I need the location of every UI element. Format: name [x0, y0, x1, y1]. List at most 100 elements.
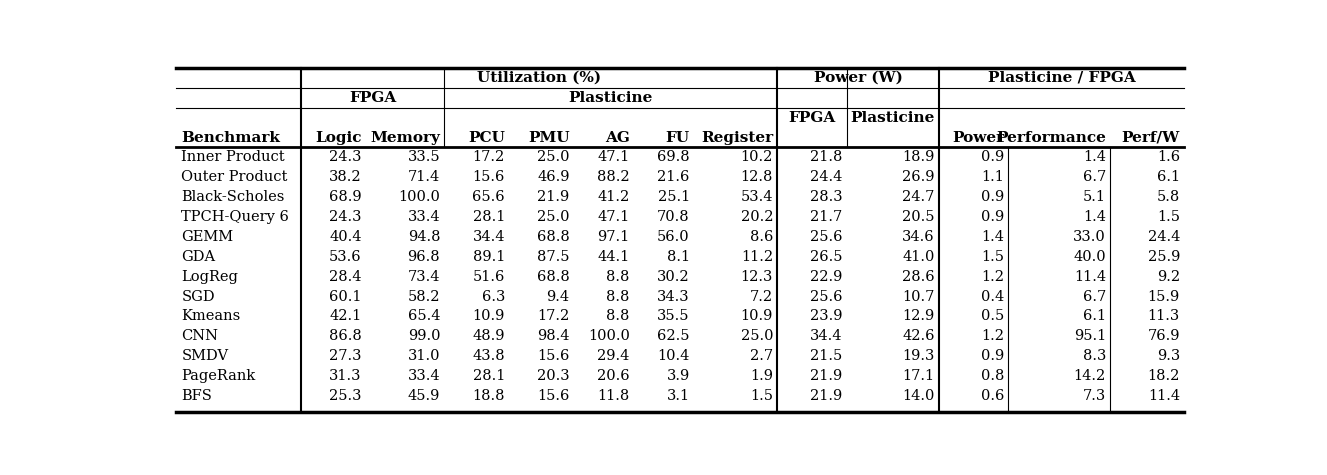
- Text: AG: AG: [605, 131, 630, 144]
- Text: 27.3: 27.3: [329, 349, 361, 363]
- Text: 6.7: 6.7: [1083, 290, 1105, 304]
- Text: 7.3: 7.3: [1083, 389, 1105, 403]
- Text: 0.9: 0.9: [981, 190, 1005, 204]
- Text: FPGA: FPGA: [349, 91, 397, 105]
- Text: 17.2: 17.2: [537, 309, 569, 323]
- Text: 28.1: 28.1: [472, 369, 504, 383]
- Text: 28.6: 28.6: [902, 270, 936, 284]
- Text: 22.9: 22.9: [809, 270, 843, 284]
- Text: 42.1: 42.1: [329, 309, 361, 323]
- Text: 23.9: 23.9: [809, 309, 843, 323]
- Text: FPGA: FPGA: [788, 111, 836, 124]
- Text: 3.9: 3.9: [666, 369, 690, 383]
- Text: 8.8: 8.8: [606, 270, 630, 284]
- Text: 42.6: 42.6: [902, 329, 936, 343]
- Text: Black-Scholes: Black-Scholes: [182, 190, 285, 204]
- Text: 10.9: 10.9: [472, 309, 504, 323]
- Text: 24.3: 24.3: [329, 210, 361, 224]
- Text: 68.8: 68.8: [537, 230, 569, 244]
- Text: 8.8: 8.8: [606, 309, 630, 323]
- Text: TPCH-Query 6: TPCH-Query 6: [182, 210, 289, 224]
- Text: 6.1: 6.1: [1157, 170, 1180, 184]
- Text: 11.4: 11.4: [1074, 270, 1105, 284]
- Text: 65.4: 65.4: [407, 309, 441, 323]
- Text: 68.9: 68.9: [329, 190, 361, 204]
- Text: 21.9: 21.9: [811, 369, 843, 383]
- Text: 25.0: 25.0: [537, 210, 569, 224]
- Text: 28.3: 28.3: [809, 190, 843, 204]
- Text: 10.2: 10.2: [740, 151, 774, 164]
- Text: 21.7: 21.7: [811, 210, 843, 224]
- Text: SMDV: SMDV: [182, 349, 228, 363]
- Text: 18.8: 18.8: [472, 389, 504, 403]
- Text: 33.0: 33.0: [1074, 230, 1105, 244]
- Text: 20.3: 20.3: [537, 369, 569, 383]
- Text: 100.0: 100.0: [398, 190, 441, 204]
- Text: 12.8: 12.8: [740, 170, 774, 184]
- Text: 0.4: 0.4: [981, 290, 1005, 304]
- Text: 1.9: 1.9: [750, 369, 774, 383]
- Text: Utilization (%): Utilization (%): [476, 71, 601, 85]
- Text: 47.1: 47.1: [597, 210, 630, 224]
- Text: 31.0: 31.0: [407, 349, 441, 363]
- Text: 15.6: 15.6: [537, 349, 569, 363]
- Text: 60.1: 60.1: [329, 290, 361, 304]
- Text: 34.6: 34.6: [902, 230, 936, 244]
- Text: 9.4: 9.4: [547, 290, 569, 304]
- Text: CNN: CNN: [182, 329, 219, 343]
- Text: 25.9: 25.9: [1148, 250, 1180, 264]
- Text: 10.4: 10.4: [657, 349, 690, 363]
- Text: 99.0: 99.0: [407, 329, 441, 343]
- Text: 9.3: 9.3: [1157, 349, 1180, 363]
- Text: 89.1: 89.1: [472, 250, 504, 264]
- Text: 18.2: 18.2: [1148, 369, 1180, 383]
- Text: 24.4: 24.4: [1148, 230, 1180, 244]
- Text: 96.8: 96.8: [407, 250, 441, 264]
- Text: 71.4: 71.4: [407, 170, 441, 184]
- Text: 1.5: 1.5: [750, 389, 774, 403]
- Text: 8.8: 8.8: [606, 290, 630, 304]
- Text: 56.0: 56.0: [657, 230, 690, 244]
- Text: 10.9: 10.9: [740, 309, 774, 323]
- Text: 1.4: 1.4: [981, 230, 1005, 244]
- Text: 0.9: 0.9: [981, 210, 1005, 224]
- Text: 30.2: 30.2: [657, 270, 690, 284]
- Text: 20.5: 20.5: [902, 210, 936, 224]
- Text: PCU: PCU: [468, 131, 504, 144]
- Text: Register: Register: [701, 131, 774, 144]
- Text: 48.9: 48.9: [472, 329, 504, 343]
- Text: Perf/W: Perf/W: [1121, 131, 1180, 144]
- Text: 70.8: 70.8: [657, 210, 690, 224]
- Text: 34.3: 34.3: [657, 290, 690, 304]
- Text: 25.0: 25.0: [537, 151, 569, 164]
- Text: Plasticine / FPGA: Plasticine / FPGA: [987, 71, 1136, 85]
- Text: 6.3: 6.3: [482, 290, 504, 304]
- Text: 11.4: 11.4: [1148, 389, 1180, 403]
- Text: 0.8: 0.8: [981, 369, 1005, 383]
- Text: Benchmark: Benchmark: [182, 131, 280, 144]
- Text: 15.9: 15.9: [1148, 290, 1180, 304]
- Text: 0.6: 0.6: [981, 389, 1005, 403]
- Text: 18.9: 18.9: [902, 151, 936, 164]
- Text: 15.6: 15.6: [537, 389, 569, 403]
- Text: 58.2: 58.2: [407, 290, 441, 304]
- Text: 0.5: 0.5: [981, 309, 1005, 323]
- Text: 1.2: 1.2: [981, 270, 1005, 284]
- Text: 40.0: 40.0: [1074, 250, 1105, 264]
- Text: 40.4: 40.4: [329, 230, 361, 244]
- Text: 21.6: 21.6: [657, 170, 690, 184]
- Text: 45.9: 45.9: [407, 389, 441, 403]
- Text: 24.4: 24.4: [809, 170, 843, 184]
- Text: 21.5: 21.5: [811, 349, 843, 363]
- Text: 44.1: 44.1: [597, 250, 630, 264]
- Text: 0.9: 0.9: [981, 349, 1005, 363]
- Text: 7.2: 7.2: [750, 290, 774, 304]
- Text: 38.2: 38.2: [329, 170, 361, 184]
- Text: 53.4: 53.4: [740, 190, 774, 204]
- Text: 95.1: 95.1: [1074, 329, 1105, 343]
- Text: 47.1: 47.1: [597, 151, 630, 164]
- Text: 97.1: 97.1: [597, 230, 630, 244]
- Text: 33.4: 33.4: [407, 369, 441, 383]
- Text: 21.8: 21.8: [809, 151, 843, 164]
- Text: 8.3: 8.3: [1083, 349, 1105, 363]
